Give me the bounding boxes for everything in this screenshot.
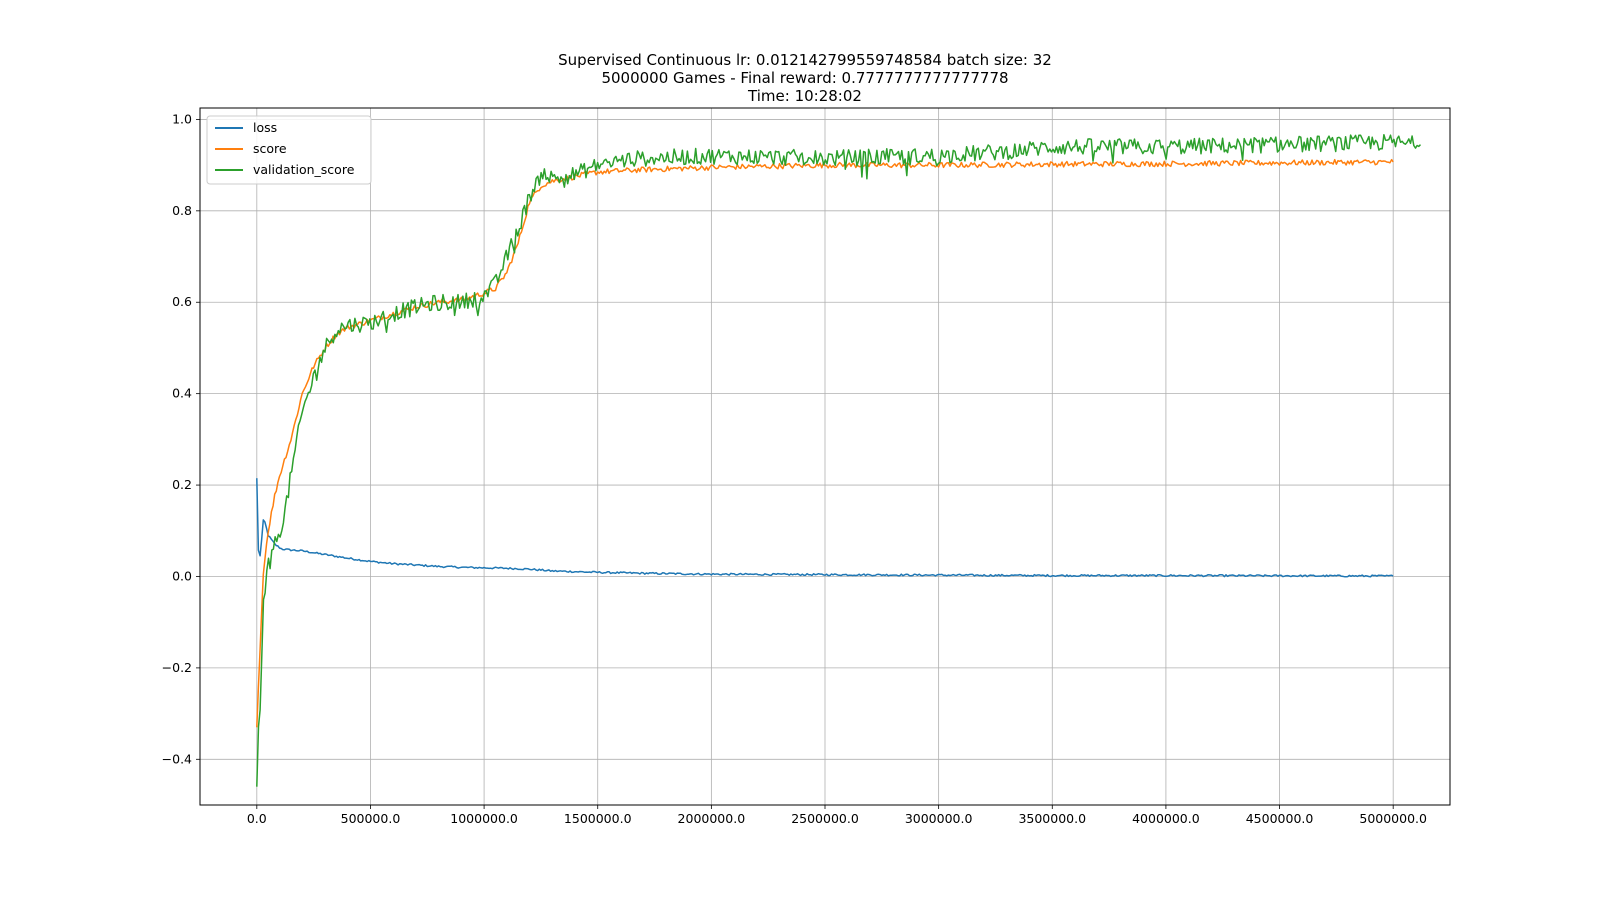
legend-box (206, 115, 372, 185)
axis-ticks: 0.0 500000.0 1000000.0 1500000.0 2000000.0 25… (162, 111, 1427, 826)
x-tick-label: 1500000.0 (564, 811, 632, 826)
legend-label-validation-score: validation_score (253, 162, 355, 177)
y-tick-label: 0.0 (172, 568, 192, 583)
x-tick-label: 1000000.0 (450, 811, 518, 826)
y-tick-label: 0.8 (172, 203, 192, 218)
series-line-score (256, 158, 1394, 728)
y-tick-label: −0.4 (162, 751, 192, 766)
x-tick-label: 4500000.0 (1246, 811, 1314, 826)
legend-label-score: score (253, 141, 287, 156)
x-tick-label: 0.0 (247, 811, 267, 826)
title-line-1: Supervised Continuous lr: 0.012142799559… (558, 51, 1052, 69)
series-lines (256, 133, 1422, 787)
x-tick-label: 5000000.0 (1359, 811, 1427, 826)
series-line-loss (256, 478, 1394, 578)
y-tick-label: 0.2 (172, 477, 192, 492)
x-tick-label: 3500000.0 (1018, 811, 1086, 826)
grid (200, 108, 1450, 805)
y-tick-label: 0.6 (172, 294, 192, 309)
legend-label-loss: loss (253, 120, 277, 135)
y-tick-label: 1.0 (172, 111, 192, 126)
legend: loss score validation_score (206, 115, 372, 185)
y-tick-label: 0.4 (172, 386, 192, 401)
y-tick-label: −0.2 (162, 660, 192, 675)
x-tick-label: 2500000.0 (791, 811, 859, 826)
x-tick-label: 3000000.0 (905, 811, 973, 826)
x-tick-label: 2000000.0 (678, 811, 746, 826)
series-line-validation-score (256, 133, 1422, 787)
title-line-3: Time: 10:28:02 (747, 87, 862, 105)
title-line-2: 5000000 Games - Final reward: 0.77777777… (601, 69, 1008, 87)
x-tick-label: 500000.0 (341, 811, 401, 826)
x-tick-label: 4000000.0 (1132, 811, 1200, 826)
chart-title: Supervised Continuous lr: 0.012142799559… (558, 51, 1052, 105)
